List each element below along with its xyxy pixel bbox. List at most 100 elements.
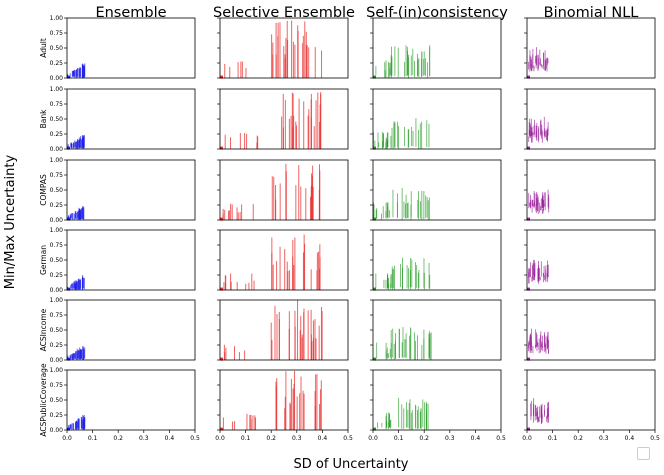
row-label: COMPAS — [39, 174, 48, 206]
series-marks — [67, 275, 85, 291]
origin-cluster — [527, 75, 530, 79]
origin-cluster — [373, 75, 376, 79]
series-marks — [373, 45, 431, 79]
panel-frame — [219, 229, 349, 291]
ytick-label: 0.25 — [50, 60, 64, 67]
ytick-label: 0.25 — [50, 131, 64, 138]
xtick-label: 0.1 — [88, 435, 98, 442]
ytick-label: 1.00 — [50, 86, 64, 93]
series-marks — [527, 47, 549, 79]
panel-bank-2 — [370, 88, 502, 150]
column-title: Ensemble — [95, 5, 166, 21]
panel-frame — [219, 159, 349, 221]
ytick-label: 0.75 — [50, 382, 64, 389]
panel-german-1 — [217, 229, 349, 291]
ytick-label: 0.50 — [50, 187, 64, 194]
origin-cluster — [67, 357, 70, 361]
series-marks — [373, 327, 432, 361]
ytick-label: 0.25 — [50, 272, 64, 279]
panel-acsincome-2 — [370, 299, 502, 361]
xtick-label: 0.4 — [165, 435, 175, 442]
series-marks — [220, 370, 322, 431]
ytick-label: 0.00 — [50, 287, 64, 294]
xtick-label: 0.2 — [573, 435, 583, 442]
series-marks — [67, 415, 86, 431]
ytick-label: 1.00 — [50, 227, 64, 234]
column-title: Self-(in)consistency — [366, 5, 508, 21]
xtick-label: 0.5 — [190, 435, 200, 442]
panel-german-0: 0.00 0.25 0.50 0.75 1.00 German — [39, 227, 196, 294]
origin-cluster — [527, 427, 530, 431]
xtick-label: 0.3 — [139, 435, 149, 442]
series-marks — [527, 328, 549, 361]
series-marks — [67, 345, 86, 361]
row-label: ACSIncome — [39, 308, 48, 351]
series-marks — [527, 116, 549, 150]
series-marks — [527, 398, 549, 431]
xtick-label: 0.1 — [394, 435, 404, 442]
origin-cluster — [373, 357, 376, 361]
figure-ylabel: Min/Max Uncertainty — [3, 154, 18, 289]
ytick-label: 0.75 — [50, 242, 64, 249]
panel-frame — [526, 369, 656, 431]
xtick-label: 0.1 — [548, 435, 558, 442]
panel-compas-3 — [524, 159, 656, 221]
xtick-label: 0.1 — [241, 435, 251, 442]
ytick-label: 0.25 — [50, 412, 64, 419]
panel-acspubliccoverage-3: 0.0 0.1 0.2 0.3 0.4 0.5 — [522, 369, 660, 442]
xtick-label: 0.0 — [522, 435, 532, 442]
origin-cluster — [67, 427, 70, 431]
ytick-label: 0.50 — [50, 397, 64, 404]
panel-adult-1 — [217, 17, 349, 79]
ytick-label: 0.00 — [50, 75, 64, 82]
origin-cluster — [220, 146, 223, 150]
series-marks — [66, 205, 85, 221]
origin-cluster — [220, 287, 223, 291]
panel-adult-2 — [370, 17, 502, 79]
series-marks — [527, 189, 550, 221]
ytick-label: 0.50 — [50, 327, 64, 334]
ytick-label: 0.00 — [50, 427, 64, 434]
xtick-label: 0.0 — [368, 435, 378, 442]
panel-frame — [372, 299, 502, 361]
ytick-label: 0.00 — [50, 146, 64, 153]
panel-frame — [526, 17, 656, 79]
panel-acsincome-1 — [217, 299, 349, 361]
panel-bank-3 — [524, 88, 656, 150]
column-title: Selective Ensemble — [213, 5, 355, 21]
legend-box — [637, 447, 650, 460]
series-marks — [220, 163, 321, 221]
ytick-label: 0.75 — [50, 312, 64, 319]
series-marks — [372, 257, 431, 291]
ytick-label: 0.75 — [50, 101, 64, 108]
xtick-label: 0.5 — [496, 435, 506, 442]
ytick-label: 0.75 — [50, 30, 64, 37]
panel-acspubliccoverage-2: 0.0 0.1 0.2 0.3 0.4 0.5 — [368, 369, 506, 442]
panel-frame — [66, 369, 196, 431]
series-marks — [220, 92, 322, 150]
ytick-label: 0.00 — [50, 217, 64, 224]
panel-frame — [372, 369, 502, 431]
ytick-label: 0.25 — [50, 202, 64, 209]
panel-compas-0: 0.00 0.25 0.50 0.75 1.00 COMPAS — [39, 157, 196, 224]
xtick-label: 0.0 — [215, 435, 225, 442]
xtick-label: 0.4 — [625, 435, 635, 442]
ytick-label: 0.00 — [50, 357, 64, 364]
panel-german-2 — [370, 229, 502, 291]
xtick-label: 0.5 — [650, 435, 660, 442]
row-label: Adult — [39, 38, 48, 58]
xtick-label: 0.0 — [62, 435, 72, 442]
origin-cluster — [527, 357, 530, 361]
origin-cluster — [67, 146, 70, 150]
panel-acspubliccoverage-1: 0.0 0.1 0.2 0.3 0.4 0.5 — [215, 369, 353, 442]
origin-cluster — [67, 75, 70, 79]
xtick-label: 0.3 — [599, 435, 609, 442]
row-label: ACSPublicCoverage — [39, 363, 48, 437]
series-marks — [220, 300, 323, 361]
panel-frame — [66, 17, 196, 79]
ytick-label: 0.50 — [50, 257, 64, 264]
xtick-label: 0.4 — [318, 435, 328, 442]
